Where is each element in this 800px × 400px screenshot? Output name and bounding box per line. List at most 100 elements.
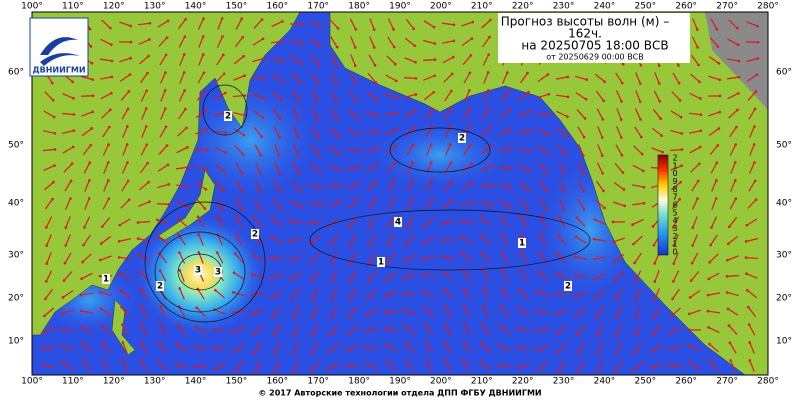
wind-arrow — [312, 324, 318, 336]
wind-arrow-head — [45, 262, 49, 265]
wind-arrow — [384, 112, 398, 116]
lat-label-left: 10° — [8, 337, 24, 347]
wind-arrow — [179, 54, 185, 66]
wind-arrow-head — [536, 289, 540, 293]
wind-arrow — [500, 325, 510, 335]
wind-arrow — [444, 90, 452, 102]
wind-arrow-head — [53, 148, 57, 151]
wind-arrow — [709, 144, 719, 156]
wind-arrow-head — [468, 71, 472, 75]
contour-label-bg — [518, 238, 526, 248]
wind-arrow-head — [64, 244, 67, 247]
wind-arrow — [404, 37, 416, 47]
wind-arrow-head — [631, 223, 634, 226]
lon-label-top: 160° — [266, 2, 288, 12]
wind-arrow-head — [145, 89, 148, 92]
wind-arrow — [635, 72, 641, 84]
wind-arrow-head — [310, 351, 314, 355]
wind-arrow — [350, 270, 356, 282]
wind-arrow — [251, 274, 265, 278]
wind-arrow-head — [752, 143, 756, 146]
wind-arrow-head — [319, 203, 323, 206]
wind-arrow — [100, 308, 112, 316]
wind-arrow — [103, 162, 109, 174]
wind-arrow-head — [537, 270, 541, 274]
wind-arrow-head — [547, 132, 550, 136]
wind-arrow-head — [441, 222, 444, 226]
wind-arrow-head — [394, 144, 397, 148]
wind-arrow-head — [444, 341, 448, 344]
wind-arrow-head — [120, 323, 124, 326]
wind-arrow — [749, 342, 755, 354]
wind-arrow-head — [488, 35, 491, 39]
wind-arrow — [157, 164, 169, 172]
wind-arrow — [348, 109, 358, 119]
lon-label-bottom: 190° — [389, 377, 411, 387]
wind-arrow — [178, 252, 186, 264]
wind-arrow — [483, 306, 489, 318]
wind-arrow-head — [715, 161, 719, 165]
wind-arrow — [176, 343, 188, 353]
wind-arrow-head — [574, 314, 578, 318]
wind-arrow — [366, 308, 378, 316]
wind-arrow — [119, 21, 131, 27]
wind-arrow — [595, 289, 605, 299]
wind-arrow-head — [600, 154, 604, 157]
wind-arrow — [689, 146, 701, 154]
wind-arrow-head — [395, 128, 398, 131]
wind-arrow — [120, 289, 130, 299]
wind-arrow — [196, 90, 206, 102]
wind-arrow-head — [79, 309, 83, 313]
wind-arrow — [727, 38, 739, 46]
wind-arrow — [311, 270, 319, 282]
wind-arrow — [119, 238, 131, 242]
wind-arrow-head — [261, 37, 265, 41]
wind-arrow — [312, 90, 318, 102]
wind-arrow — [407, 180, 413, 192]
wind-arrow — [426, 144, 432, 156]
wind-arrow-head — [652, 243, 656, 247]
wind-arrow-head — [165, 36, 169, 39]
wind-arrow — [539, 180, 547, 192]
wind-arrow-head — [459, 219, 463, 223]
wind-arrow-head — [375, 163, 379, 166]
wind-arrow-head — [232, 271, 236, 275]
wind-arrow-head — [718, 94, 722, 98]
wind-arrow-head — [404, 341, 408, 345]
wind-arrow — [633, 235, 643, 245]
wind-arrow-head — [203, 90, 207, 93]
wind-arrow — [652, 108, 662, 120]
wind-arrow — [214, 92, 226, 100]
wind-arrow — [349, 18, 357, 30]
wind-arrow-head — [651, 225, 655, 228]
wind-arrow-head — [755, 73, 759, 77]
colorbar-label: 6 — [672, 201, 677, 210]
wind-arrow-head — [688, 296, 692, 299]
wind-arrow-head — [737, 75, 741, 79]
wind-arrow-head — [72, 97, 75, 100]
wind-arrow — [673, 252, 679, 264]
lon-label-bottom: 180° — [348, 377, 370, 387]
wind-arrow — [595, 90, 605, 102]
wind-arrow-head — [642, 201, 646, 205]
wind-arrow-head — [234, 233, 238, 237]
wind-arrow — [140, 306, 148, 318]
wind-arrow-head — [733, 179, 737, 182]
contour-label-bg — [214, 267, 222, 277]
wind-arrow-head — [422, 241, 425, 244]
wind-arrow-head — [490, 184, 494, 187]
wind-arrow — [293, 126, 299, 138]
wind-arrow-head — [564, 153, 567, 157]
wind-arrow-head — [280, 98, 283, 102]
lat-label-right: 10° — [776, 337, 792, 347]
wind-arrow-head — [735, 125, 738, 129]
wind-arrow — [270, 40, 284, 44]
wind-arrow — [178, 90, 186, 102]
colorbar-label: 9 — [672, 177, 677, 186]
wind-arrow-head — [448, 125, 452, 128]
wind-arrow-head — [691, 226, 695, 229]
wind-arrow — [330, 306, 338, 318]
wind-arrow-head — [88, 27, 92, 31]
wind-arrow — [271, 273, 283, 279]
wind-arrow — [213, 130, 227, 134]
